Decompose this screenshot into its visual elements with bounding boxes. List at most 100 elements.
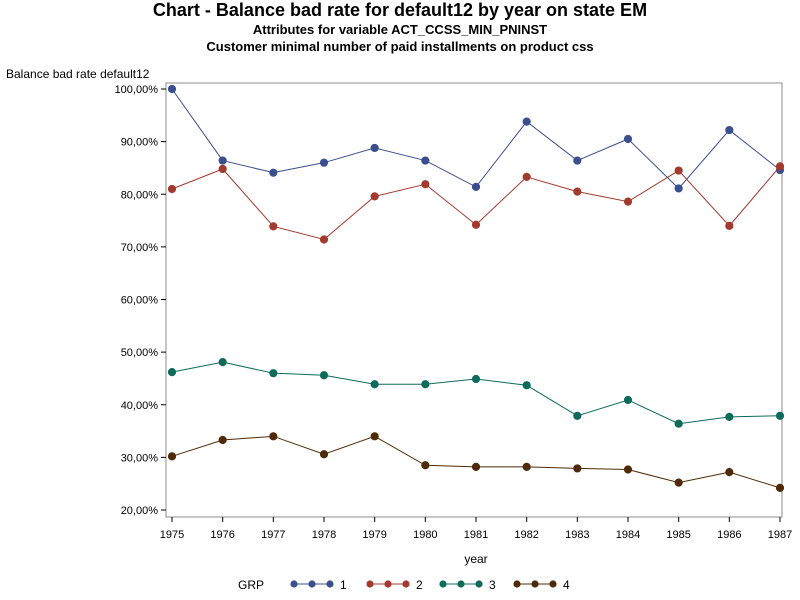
data-point-2	[218, 164, 227, 174]
chart-title: Chart - Balance bad rate for default12 b…	[152, 0, 648, 20]
data-point-2	[319, 235, 329, 244]
data-point-4	[623, 465, 633, 474]
series-line-1	[171, 88, 781, 190]
legend-label-2: 2	[416, 578, 423, 592]
data-point-1	[623, 134, 633, 144]
y-axis-label: Balance bad rate default12	[6, 67, 150, 81]
data-point-1	[725, 125, 734, 135]
legend-marker-2	[402, 580, 410, 588]
data-point-3	[725, 412, 734, 421]
data-point-4	[725, 468, 734, 477]
data-point-2	[421, 180, 430, 189]
data-point-2	[623, 197, 633, 206]
y-tick-label: 20,00%	[121, 505, 159, 517]
data-point-1	[674, 184, 683, 193]
x-tick-label: 1976	[210, 529, 234, 541]
data-point-4	[471, 462, 481, 471]
data-point-3	[775, 411, 785, 420]
legend: GRP 1 2 3 4	[238, 578, 570, 592]
data-point-3	[522, 381, 531, 390]
legend-marker-4	[531, 580, 539, 588]
x-tick-label: 1982	[514, 529, 538, 541]
legend-marker-1	[290, 580, 298, 588]
data-point-3	[218, 358, 227, 367]
data-point-1	[573, 156, 582, 165]
legend-title: GRP	[238, 578, 264, 592]
data-point-1	[370, 143, 379, 153]
data-point-4	[674, 478, 683, 487]
chart-subtitle-2: Customer minimal number of paid installm…	[206, 39, 594, 54]
data-point-1	[218, 156, 227, 165]
data-point-4	[167, 452, 177, 461]
y-tick-label: 90,00%	[121, 137, 159, 149]
data-point-3	[319, 371, 329, 380]
y-tick-label: 70,00%	[121, 242, 159, 254]
data-point-3	[269, 369, 278, 378]
data-point-4	[370, 432, 379, 441]
data-point-3	[167, 368, 177, 377]
legend-marker-3	[439, 580, 447, 588]
y-tick-label: 100,00%	[115, 84, 159, 96]
series-line-4	[171, 435, 781, 489]
x-tick-label: 1977	[261, 529, 285, 541]
data-point-1	[421, 156, 430, 165]
data-point-1	[167, 84, 177, 94]
x-tick-label: 1978	[312, 529, 336, 541]
data-point-2	[674, 166, 683, 175]
legend-label-3: 3	[489, 578, 496, 592]
data-point-2	[725, 221, 734, 230]
y-axis: 20,00% 30,00% 40,00% 50,00% 60,00% 70,00% 80,0…	[115, 84, 166, 517]
legend-marker-3	[475, 580, 483, 588]
x-tick-label: 1987	[768, 529, 792, 541]
data-point-4	[775, 483, 785, 492]
legend-marker-3	[457, 580, 465, 588]
data-point-3	[471, 374, 481, 384]
data-point-4	[573, 464, 582, 473]
data-point-2	[370, 192, 379, 201]
legend-marker-1	[326, 580, 334, 588]
x-tick-label: 1980	[413, 529, 437, 541]
y-tick-label: 60,00%	[121, 295, 159, 307]
legend-marker-4	[549, 580, 557, 588]
x-tick-label: 1981	[464, 529, 488, 541]
data-point-2	[471, 220, 481, 229]
series-group	[167, 84, 785, 492]
x-tick-label: 1975	[160, 529, 184, 541]
data-point-1	[269, 168, 278, 177]
chart-subtitle-1: Attributes for variable ACT_CCSS_MIN_PNI…	[252, 22, 548, 37]
data-point-4	[218, 435, 227, 445]
x-tick-label: 1979	[362, 529, 386, 541]
legend-marker-2	[384, 580, 392, 588]
y-tick-label: 30,00%	[121, 452, 159, 464]
legend-marker-2	[366, 580, 374, 588]
data-point-3	[421, 380, 430, 389]
data-point-3	[623, 395, 633, 405]
x-axis-label: year	[464, 552, 487, 566]
data-point-4	[522, 462, 531, 471]
data-point-2	[269, 222, 278, 231]
x-tick-label: 1985	[666, 529, 690, 541]
data-point-2	[775, 162, 785, 171]
legend-marker-4	[513, 580, 521, 588]
y-tick-label: 50,00%	[121, 347, 159, 359]
data-point-3	[674, 419, 683, 428]
x-tick-label: 1986	[717, 529, 741, 541]
y-tick-label: 40,00%	[121, 400, 159, 412]
x-tick-label: 1983	[565, 529, 589, 541]
data-point-1	[471, 182, 481, 191]
data-point-1	[319, 158, 329, 167]
data-point-1	[522, 117, 531, 126]
data-point-2	[573, 187, 582, 196]
data-point-4	[319, 450, 329, 459]
data-point-2	[522, 172, 531, 181]
x-tick-label: 1984	[616, 529, 640, 541]
legend-label-1: 1	[340, 578, 347, 592]
data-point-2	[167, 184, 177, 194]
legend-marker-1	[308, 580, 316, 588]
data-point-3	[370, 380, 379, 389]
data-point-4	[269, 432, 278, 441]
data-point-4	[421, 461, 430, 470]
legend-label-4: 4	[563, 578, 570, 592]
y-tick-label: 80,00%	[121, 189, 159, 201]
